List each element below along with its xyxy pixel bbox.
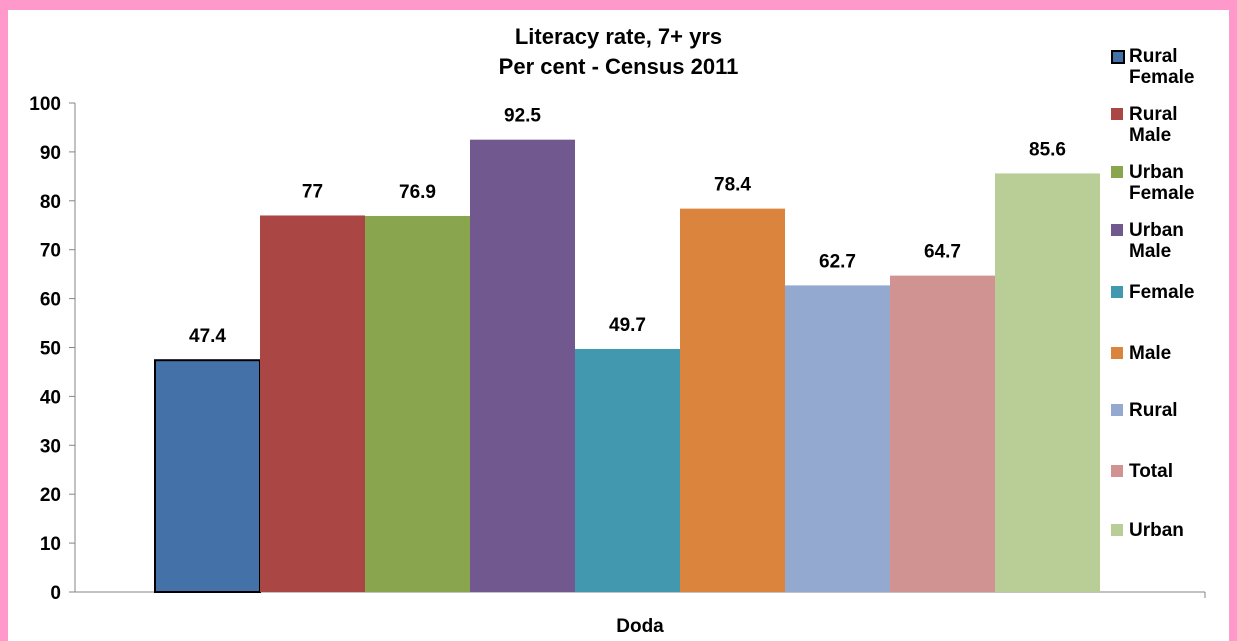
chart-title: Literacy rate, 7+ yrs (514, 24, 723, 49)
y-tick-label: 90 (40, 143, 61, 164)
legend-label: Rural (1129, 400, 1178, 421)
y-tick-label: 10 (40, 534, 61, 555)
y-tick-label: 100 (29, 94, 61, 115)
data-label: 47.4 (189, 326, 226, 347)
bar-chart: 0 10 20 30 40 50 60 70 80 90 100 47.4 77 76.9 92.5 49.7… (29, 94, 1206, 637)
bar-rural (785, 285, 890, 592)
data-label: 76.9 (399, 182, 436, 203)
x-axis-label: Doda (616, 616, 664, 637)
legend-swatch (1111, 286, 1123, 298)
legend-swatch (1111, 524, 1123, 536)
data-label: 85.6 (1029, 139, 1066, 160)
data-label: 78.4 (714, 175, 751, 196)
bar-rural-female (154, 359, 261, 593)
legend-label: Rural Female (1129, 46, 1195, 88)
y-tick-label: 0 (50, 583, 61, 604)
data-label: 64.7 (924, 242, 961, 263)
legend-label: Urban Male (1129, 220, 1184, 262)
y-tick-label: 60 (40, 290, 61, 311)
data-label: 49.7 (609, 315, 646, 336)
legend-swatch (1111, 465, 1123, 477)
legend-swatch (1111, 108, 1123, 120)
y-tick-label: 30 (40, 436, 61, 457)
y-tick-label: 50 (40, 339, 61, 360)
bar-urban (995, 173, 1100, 592)
y-tick-label: 80 (40, 192, 61, 213)
bar-rural-male (260, 215, 365, 592)
legend-label: Male (1129, 343, 1172, 364)
legend-label: Urban Female (1129, 162, 1195, 204)
chart-area: Literacy rate, 7+ yrs Per cent - Census … (8, 10, 1229, 641)
legend-label: Urban (1129, 520, 1184, 541)
legend-swatch (1111, 347, 1123, 359)
data-label: 77 (302, 181, 323, 202)
bar-total (890, 275, 995, 592)
bar-female (575, 348, 680, 592)
legend-label: Female (1129, 282, 1195, 303)
bar-urban-male (470, 139, 575, 593)
bar-urban-female (365, 215, 470, 593)
y-tick-label: 70 (40, 241, 61, 262)
data-label: 92.5 (504, 106, 541, 127)
legend-swatch (1111, 404, 1123, 416)
legend-label: Total (1129, 461, 1173, 482)
legend-label: Rural Male (1129, 104, 1178, 146)
data-label: 62.7 (819, 251, 856, 272)
legend-swatch (1111, 50, 1125, 64)
bar-male (680, 208, 785, 592)
chart-subtitle: Per cent - Census 2011 (498, 54, 739, 79)
legend-swatch (1111, 166, 1123, 178)
legend-swatch (1111, 224, 1123, 236)
y-tick-label: 20 (40, 485, 61, 506)
y-tick-label: 40 (40, 387, 61, 408)
